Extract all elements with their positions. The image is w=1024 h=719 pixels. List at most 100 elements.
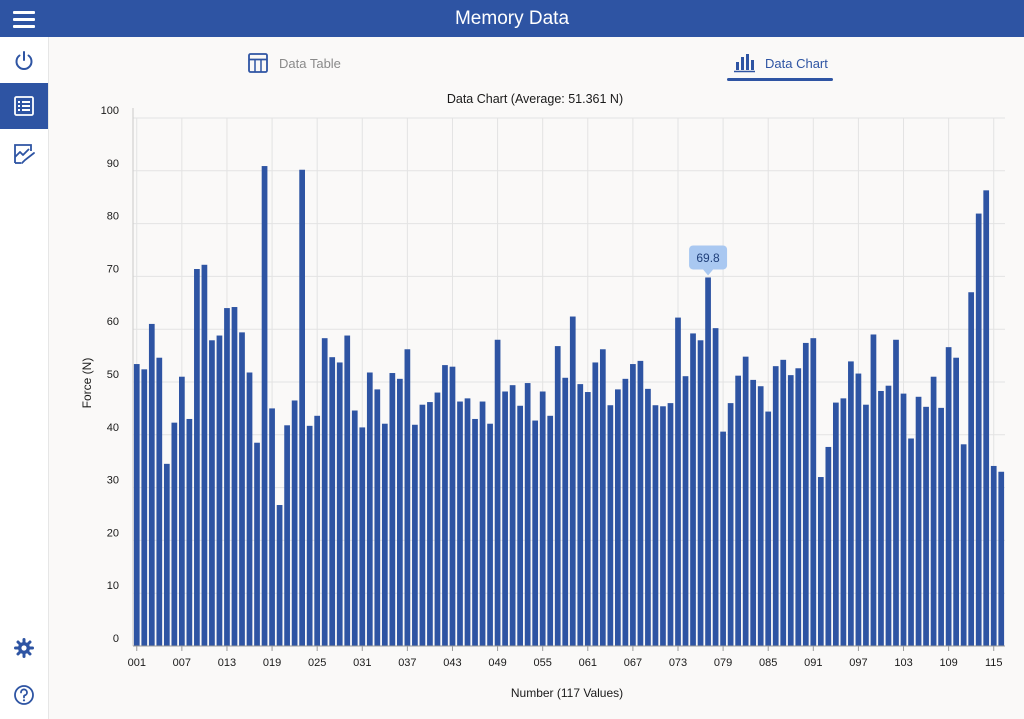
bar[interactable] xyxy=(351,410,358,646)
bar[interactable] xyxy=(697,340,704,646)
bar[interactable] xyxy=(772,366,779,646)
bar[interactable] xyxy=(833,402,839,646)
bar[interactable] xyxy=(682,376,689,646)
bar[interactable] xyxy=(148,323,155,646)
bar[interactable] xyxy=(667,403,674,646)
bar[interactable] xyxy=(427,402,433,646)
bar[interactable] xyxy=(336,362,343,646)
bar[interactable] xyxy=(592,362,599,646)
bar[interactable] xyxy=(923,406,929,646)
bar[interactable] xyxy=(968,292,975,646)
chart-edit-button[interactable] xyxy=(0,131,48,177)
bar[interactable] xyxy=(329,357,336,646)
bar[interactable] xyxy=(855,373,862,646)
bar[interactable] xyxy=(291,400,298,646)
hamburger-menu-icon[interactable] xyxy=(11,8,37,30)
bar[interactable] xyxy=(374,389,381,646)
bar[interactable] xyxy=(419,404,426,646)
bar[interactable] xyxy=(705,277,711,646)
bar[interactable] xyxy=(787,375,794,646)
bar[interactable] xyxy=(817,477,824,646)
bar[interactable] xyxy=(870,334,877,646)
bar[interactable] xyxy=(893,339,899,646)
bar[interactable] xyxy=(750,379,757,646)
bar[interactable] xyxy=(194,269,200,646)
bar[interactable] xyxy=(885,385,892,646)
bar[interactable] xyxy=(622,378,629,646)
bar[interactable] xyxy=(810,338,817,646)
bar[interactable] xyxy=(276,505,283,646)
bar[interactable] xyxy=(254,442,260,646)
bar[interactable] xyxy=(975,213,982,646)
help-button[interactable] xyxy=(0,672,48,718)
bar[interactable] xyxy=(509,385,516,646)
bar[interactable] xyxy=(517,405,523,646)
bar[interactable] xyxy=(599,349,606,646)
bar[interactable] xyxy=(908,438,914,646)
bar[interactable] xyxy=(569,316,576,646)
bar[interactable] xyxy=(915,396,922,646)
bar[interactable] xyxy=(404,349,411,646)
bar[interactable] xyxy=(389,373,396,646)
memory-data-button[interactable] xyxy=(0,83,48,129)
bar[interactable] xyxy=(299,169,305,646)
bar[interactable] xyxy=(953,357,959,646)
tab-data-chart[interactable]: Data Chart xyxy=(733,45,828,81)
bar[interactable] xyxy=(554,346,561,646)
bar[interactable] xyxy=(652,405,659,646)
bar[interactable] xyxy=(246,372,253,646)
power-button[interactable] xyxy=(0,38,48,84)
bar[interactable] xyxy=(900,393,907,646)
bar[interactable] xyxy=(660,406,666,646)
bar[interactable] xyxy=(863,404,869,646)
bar[interactable] xyxy=(630,364,636,646)
bar[interactable] xyxy=(261,166,268,646)
bar[interactable] xyxy=(840,398,847,646)
bar[interactable] xyxy=(201,264,208,646)
bar[interactable] xyxy=(449,366,456,646)
bar[interactable] xyxy=(163,463,170,646)
bar[interactable] xyxy=(412,424,418,646)
bar[interactable] xyxy=(224,308,230,646)
bar[interactable] xyxy=(562,377,569,646)
bar[interactable] xyxy=(960,444,967,646)
settings-button[interactable] xyxy=(0,625,48,671)
bar[interactable] xyxy=(457,401,463,646)
bar[interactable] xyxy=(314,415,321,646)
bar[interactable] xyxy=(216,335,223,646)
bar[interactable] xyxy=(645,388,651,646)
bar[interactable] xyxy=(615,389,621,646)
bar[interactable] xyxy=(547,415,554,646)
bar[interactable] xyxy=(938,407,944,646)
bar[interactable] xyxy=(765,411,772,646)
bar[interactable] xyxy=(179,376,185,646)
bar[interactable] xyxy=(998,471,1005,646)
tab-data-table[interactable]: Data Table xyxy=(247,45,341,81)
bar[interactable] xyxy=(141,369,148,646)
bar[interactable] xyxy=(231,307,238,646)
bar[interactable] xyxy=(359,427,366,646)
bar[interactable] xyxy=(397,378,403,646)
bar[interactable] xyxy=(186,418,193,646)
bar[interactable] xyxy=(321,338,328,646)
bar[interactable] xyxy=(720,431,726,646)
bar[interactable] xyxy=(712,328,719,646)
bar[interactable] xyxy=(171,422,178,646)
bar[interactable] xyxy=(133,364,140,646)
bar[interactable] xyxy=(825,446,832,646)
bar[interactable] xyxy=(434,392,441,646)
bar[interactable] xyxy=(802,342,809,646)
bar[interactable] xyxy=(795,368,802,646)
bar[interactable] xyxy=(239,332,245,646)
bar[interactable] xyxy=(306,425,313,646)
bar[interactable] xyxy=(344,335,351,646)
bar[interactable] xyxy=(607,405,614,646)
bar[interactable] xyxy=(780,359,787,646)
bar[interactable] xyxy=(502,391,508,646)
bar[interactable] xyxy=(930,376,937,646)
bar[interactable] xyxy=(472,418,478,646)
bar[interactable] xyxy=(269,408,275,646)
bar[interactable] xyxy=(990,465,997,646)
bar[interactable] xyxy=(366,372,373,646)
bar[interactable] xyxy=(848,361,854,646)
